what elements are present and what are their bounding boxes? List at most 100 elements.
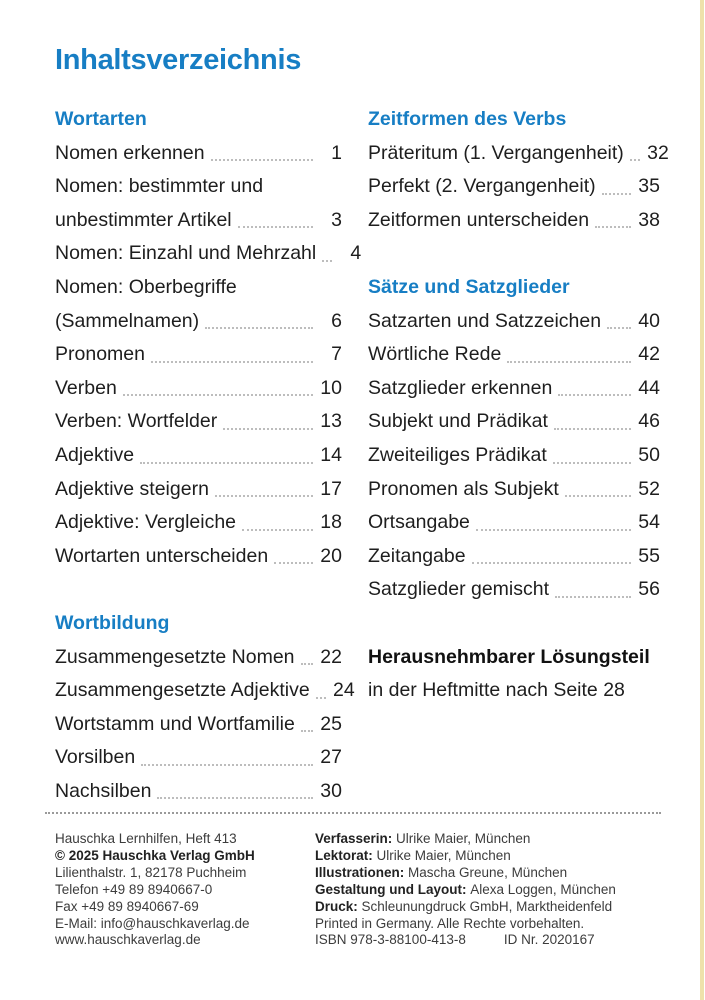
dotted-leader — [595, 226, 631, 229]
solutions-note-title: Herausnehmbarer Lösungsteil — [368, 645, 650, 668]
toc-entry-label: Subjekt und Prädikat — [368, 410, 548, 433]
page-number: 44 — [638, 376, 660, 399]
footer-credit-line: Printed in Germany. Alle Rechte vorbehal… — [315, 915, 585, 931]
page-number: 54 — [638, 511, 660, 534]
toc-entry-label: Zusammengesetzte Adjektive — [55, 679, 310, 702]
footer-line: www.hauschkaverlag.de — [55, 932, 201, 948]
toc-entry-label: Adjektive steigern — [55, 477, 209, 500]
solutions-note-text: in der Heftmitte nach Seite 28 — [368, 679, 625, 702]
dotted-leader — [210, 159, 313, 162]
toc-entry-row: Zeitangabe 55 — [368, 540, 660, 574]
toc-entry-label: Pronomen als Subjekt — [368, 477, 559, 500]
toc-entry-row: Wortarten unterscheiden 20 — [55, 540, 342, 574]
footer-credit-label: Illustrationen: — [315, 864, 409, 880]
dotted-leader — [214, 495, 313, 498]
footer-credit-label: Druck: — [315, 898, 362, 914]
toc-entry-label: Nomen: Einzahl und Mehrzahl — [55, 242, 317, 265]
dotted-leader — [205, 327, 313, 330]
dotted-leader — [629, 159, 640, 162]
dotted-leader — [150, 360, 313, 363]
toc-entry-label: Zeitangabe — [368, 544, 466, 567]
page-number: 14 — [320, 443, 342, 466]
page-number: 6 — [331, 309, 342, 332]
toc-entry-row: Adjektive: Vergleiche 18 — [55, 506, 342, 540]
footer-credits-block: Verfasserin: Ulrike Maier, München Lektor… — [315, 831, 660, 949]
dotted-leader — [564, 495, 631, 498]
solutions-note-title-row: Herausnehmbarer Lösungsteil — [368, 641, 660, 675]
dotted-leader — [471, 562, 631, 565]
toc-entry-row: Nachsilben 30 — [55, 775, 342, 809]
footer-line: Telefon +49 89 8940667-0 — [55, 881, 213, 897]
toc-entry-label: Adjektive — [55, 443, 135, 466]
dotted-leader — [141, 763, 313, 766]
toc-entry-label: Satzarten und Satzzeichen — [368, 309, 602, 332]
footer-credit-line: Lektorat: Ulrike Maier, München — [315, 847, 511, 863]
id-number: ID Nr. 2020167 — [503, 932, 595, 948]
footer-credit-line: Gestaltung und Layout: Alexa Loggen, Mün… — [315, 881, 616, 897]
toc-entry-row: Adjektive 14 — [55, 439, 342, 473]
toc-entry-row: Pronomen 7 — [55, 338, 342, 372]
footer-line: Lilienthalstr. 1, 82178 Puchheim — [55, 864, 247, 880]
toc-entry-label: Nomen: bestimmter und — [55, 175, 264, 198]
solutions-note-text-row: in der Heftmitte nach Seite 28 — [368, 674, 660, 708]
page-number: 17 — [320, 477, 342, 500]
toc-entry-label: Zweiteiliges Prädikat — [368, 443, 547, 466]
toc-entry-row: Präteritum (1. Vergangenheit) 32 — [368, 137, 669, 171]
toc-entry-label: (Sammelnamen) — [55, 309, 200, 332]
toc-entry-label: Nachsilben — [55, 779, 152, 802]
toc-section-heading: Wortarten — [55, 108, 147, 130]
page-number: 38 — [638, 208, 660, 231]
toc-entry-row: unbestimmter Artikel 3 — [55, 204, 342, 238]
dotted-leader — [475, 528, 631, 531]
dotted-leader — [223, 427, 313, 430]
toc-entry-row: Zusammengesetzte Adjektive 24 — [55, 674, 355, 708]
page-number: 24 — [333, 679, 355, 702]
page-number: 52 — [638, 477, 660, 500]
dotted-leader — [300, 730, 313, 733]
page-edge-color-bar — [700, 0, 704, 1000]
page-number: 1 — [331, 141, 342, 164]
toc-entry-label: Zeitformen unterscheiden — [368, 208, 590, 231]
toc-entry-label: Satzglieder gemischt — [368, 578, 550, 601]
footer-credit-label: Lektorat: — [315, 847, 377, 863]
toc-entry-label: Präteritum (1. Vergangenheit) — [368, 141, 624, 164]
page-number: 55 — [638, 544, 660, 567]
toc-entry-label: Nomen: Oberbegriffe — [55, 275, 237, 298]
page-number: 30 — [320, 779, 342, 802]
toc-entry-row: (Sammelnamen) 6 — [55, 305, 342, 339]
toc-entry-row: Zweiteiliges Prädikat 50 — [368, 439, 660, 473]
toc-entry-row: Nomen: bestimmter und — [55, 170, 342, 204]
page-number: 25 — [320, 712, 342, 735]
toc-entry-label: Adjektive: Vergleiche — [55, 511, 237, 534]
dotted-leader — [322, 259, 333, 262]
dotted-leader — [607, 327, 631, 330]
toc-entry-label: Zusammengesetzte Nomen — [55, 645, 295, 668]
page-number: 13 — [320, 410, 342, 433]
toc-entry-row: Satzglieder erkennen 44 — [368, 372, 660, 406]
toc-section: Sätze und Satzglieder Satzarten und Satzz… — [368, 271, 660, 607]
toc-entry-row: Wörtliche Rede 42 — [368, 338, 660, 372]
toc-entry-label: Wörtliche Rede — [368, 343, 502, 366]
toc-entry-label: Nomen erkennen — [55, 141, 205, 164]
toc-entry-row: Nomen: Einzahl und Mehrzahl 4 — [55, 237, 361, 271]
isbn-number: ISBN 978-3-88100-413-8 — [315, 932, 466, 948]
page-number: 7 — [331, 343, 342, 366]
footer-publisher-block: Hauschka Lernhilfen, Heft 413 © 2025 Haus… — [55, 831, 305, 949]
toc-entry-label: Wortarten unterscheiden — [55, 544, 269, 567]
page-number: 27 — [320, 746, 342, 769]
toc-right-column: Zeitformen des Verbs Präteritum (1. Verga… — [368, 103, 669, 708]
page-number: 35 — [638, 175, 660, 198]
page-number: 10 — [320, 376, 342, 399]
dotted-leader — [237, 226, 313, 229]
toc-entry-label: Satzglieder erkennen — [368, 376, 553, 399]
page-number: 56 — [638, 578, 660, 601]
footer-isbn-line: ISBN 978-3-88100-413-8 ID Nr. 2020167 — [315, 932, 660, 949]
dotted-leader — [601, 192, 631, 195]
toc-entry-label: unbestimmter Artikel — [55, 208, 232, 231]
dotted-leader — [242, 528, 313, 531]
dotted-leader — [274, 562, 313, 565]
dotted-leader — [507, 360, 631, 363]
dotted-leader — [140, 461, 313, 464]
footer-separator — [45, 812, 661, 814]
